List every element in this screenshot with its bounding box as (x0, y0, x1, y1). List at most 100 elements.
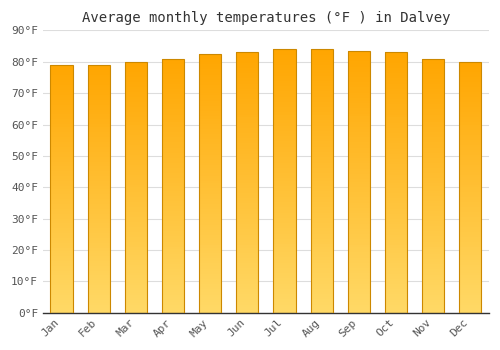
Bar (199, 258, 222, 261)
Bar (310, 186, 333, 189)
Bar (50, 72, 72, 75)
Bar (88, 124, 110, 127)
Bar (385, 120, 407, 122)
Bar (236, 216, 258, 219)
Bar (162, 110, 184, 112)
Bar (310, 105, 333, 107)
Bar (274, 305, 295, 307)
Bar (348, 108, 370, 111)
Bar (199, 111, 222, 113)
Bar (274, 107, 295, 110)
Bar (348, 79, 370, 82)
Bar (236, 78, 258, 81)
Bar (422, 272, 444, 274)
Bar (199, 305, 222, 307)
Bar (274, 120, 295, 123)
Bar (385, 284, 407, 287)
Bar (124, 240, 147, 243)
Bar (88, 248, 110, 251)
Bar (199, 64, 222, 67)
Bar (422, 155, 444, 158)
Bar (124, 222, 147, 225)
Bar (50, 156, 72, 159)
Bar (199, 289, 222, 292)
Bar (88, 169, 110, 171)
Bar (274, 81, 295, 84)
Bar (422, 64, 444, 66)
Bar (50, 191, 72, 194)
Bar (236, 284, 258, 287)
Bar (236, 209, 258, 211)
Bar (88, 268, 110, 271)
Bar (385, 224, 407, 227)
Bar (274, 186, 295, 189)
Bar (310, 184, 333, 186)
Bar (422, 102, 444, 104)
Bar (50, 256, 72, 258)
Bar (274, 199, 295, 202)
Bar (422, 226, 444, 229)
Bar (88, 127, 110, 130)
Bar (88, 172, 110, 174)
Bar (348, 171, 370, 174)
Bar (88, 139, 110, 142)
Bar (385, 203, 407, 206)
Bar (88, 283, 110, 285)
Bar (385, 209, 407, 211)
Bar (50, 154, 72, 156)
Bar (199, 251, 222, 253)
Bar (236, 110, 258, 112)
Bar (274, 78, 295, 81)
Bar (274, 60, 295, 62)
Bar (50, 176, 72, 179)
Bar (422, 153, 444, 155)
Bar (236, 229, 258, 232)
Bar (310, 57, 333, 60)
Bar (88, 261, 110, 263)
Bar (348, 305, 370, 307)
Bar (422, 97, 444, 99)
Bar (385, 102, 407, 104)
Bar (274, 89, 295, 91)
Bar (124, 122, 147, 125)
Bar (124, 89, 147, 92)
Bar (348, 61, 370, 64)
Bar (162, 76, 184, 79)
Bar (422, 282, 444, 285)
Bar (274, 157, 295, 160)
Bar (236, 120, 258, 122)
Bar (50, 186, 72, 189)
Bar (348, 224, 370, 226)
Bar (348, 59, 370, 61)
Bar (459, 197, 481, 200)
Bar (348, 307, 370, 310)
Bar (199, 90, 222, 93)
Bar (88, 194, 110, 196)
Bar (124, 149, 147, 152)
Bar (162, 74, 184, 76)
Bar (459, 285, 481, 288)
Bar (422, 310, 444, 313)
Bar (459, 187, 481, 190)
Bar (274, 233, 295, 236)
Bar (88, 285, 110, 288)
Bar (348, 169, 370, 171)
Bar (124, 127, 147, 130)
Bar (236, 258, 258, 261)
Bar (274, 210, 295, 212)
Bar (310, 99, 333, 102)
Bar (88, 271, 110, 273)
Bar (274, 239, 295, 241)
Bar (50, 149, 72, 152)
Bar (124, 114, 147, 117)
Bar (124, 64, 147, 67)
Bar (459, 278, 481, 280)
Bar (124, 92, 147, 94)
Bar (310, 91, 333, 94)
Bar (88, 191, 110, 194)
Bar (348, 276, 370, 279)
Bar (274, 110, 295, 112)
Bar (385, 310, 407, 313)
Bar (124, 305, 147, 308)
Bar (50, 181, 72, 184)
